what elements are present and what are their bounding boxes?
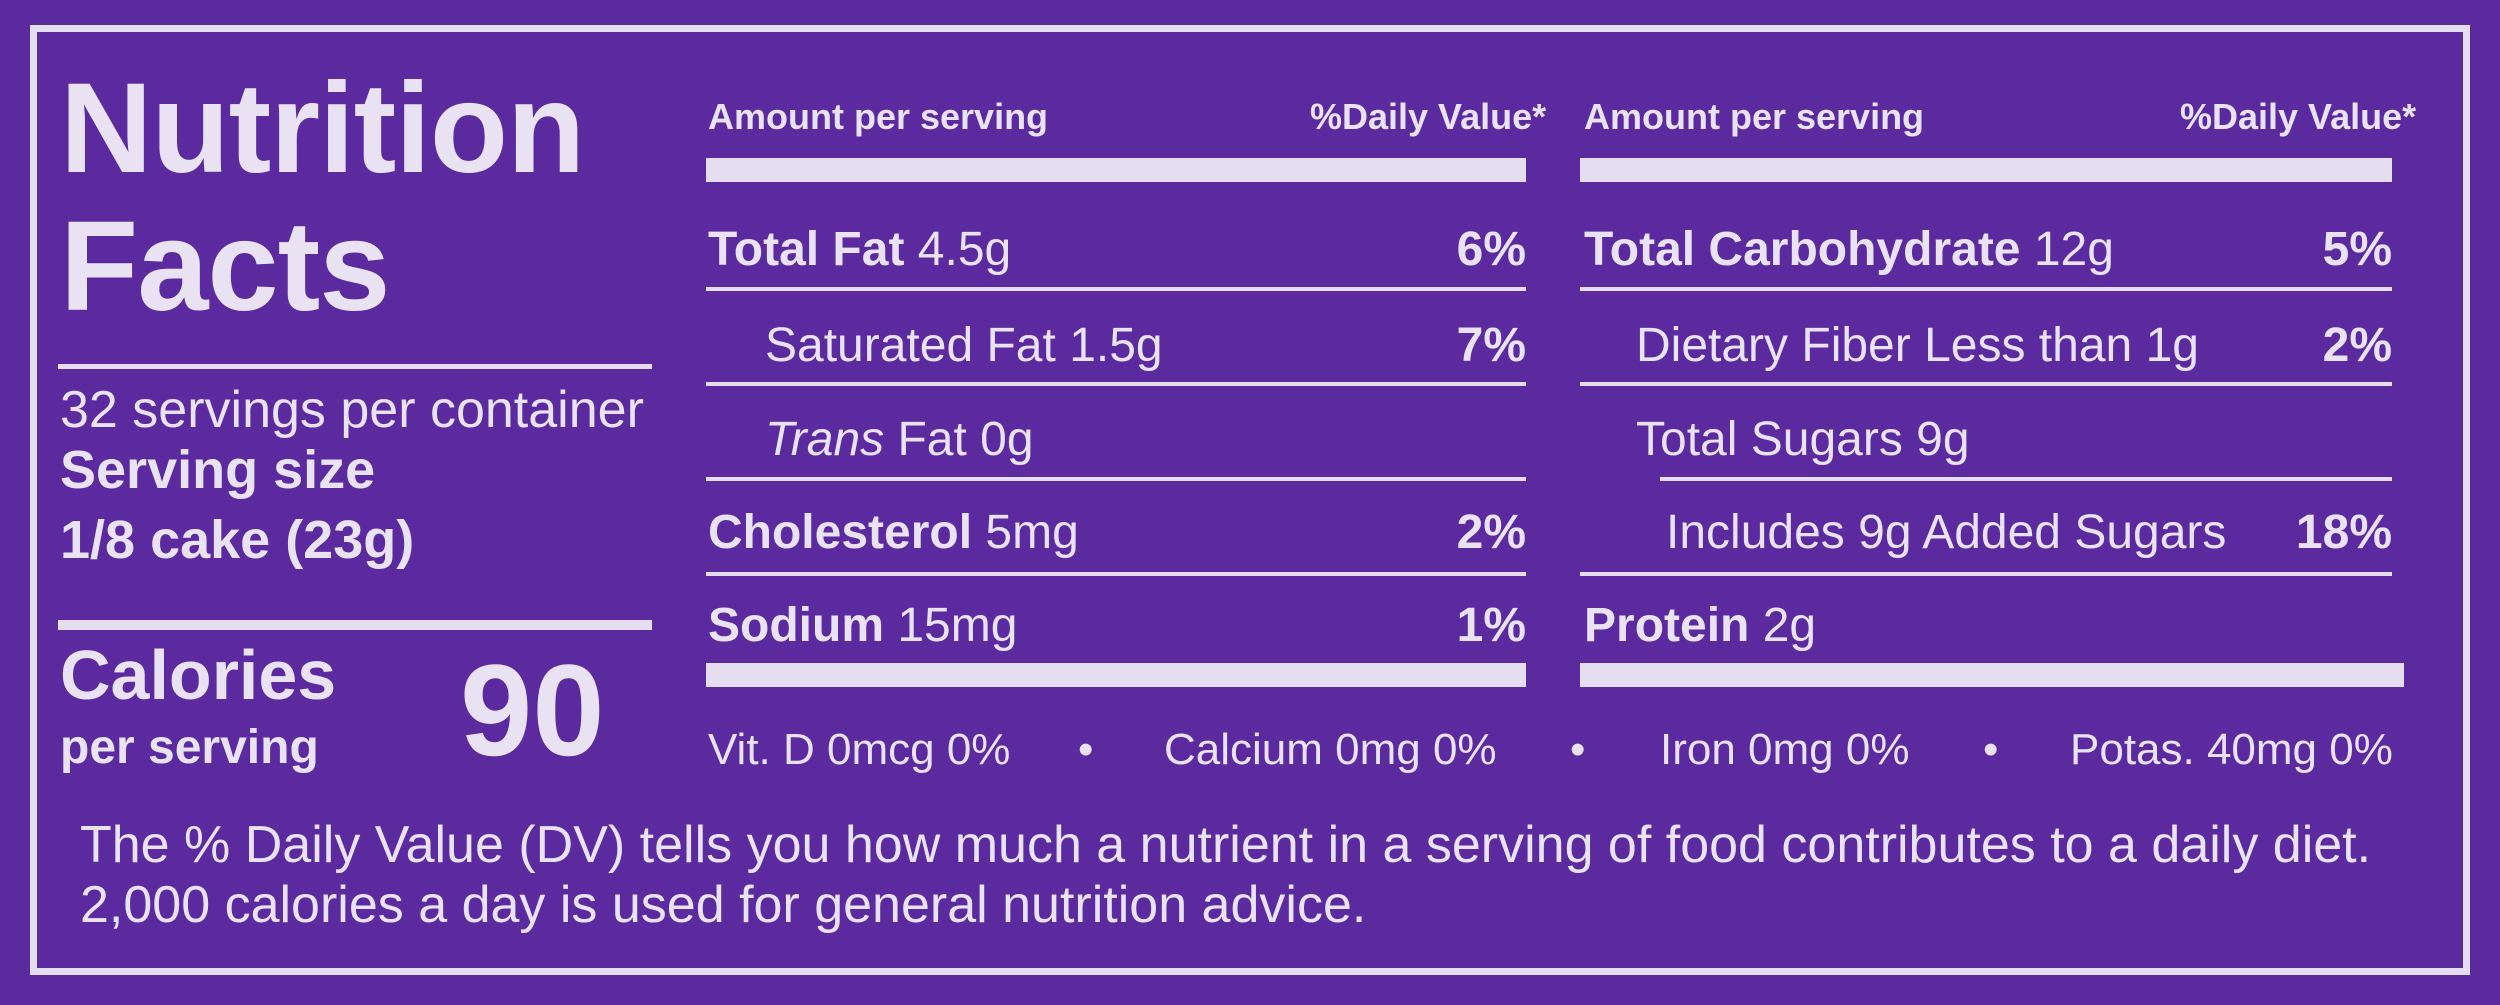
saturated-fat-amount: 1.5g	[1069, 319, 1163, 372]
daily-value-footnote: The % Daily Value (DV) tells you how muc…	[80, 816, 2372, 934]
trans-fat-name: Trans	[765, 413, 885, 466]
total-sugars-name: Total Sugars	[1636, 413, 1903, 466]
sodium-name: Sodium	[708, 599, 884, 652]
total-sugars-amount: 9g	[1916, 413, 1970, 466]
dietary-fiber-dv: 2%	[2322, 319, 2392, 372]
divider-left-1	[706, 287, 1526, 291]
calcium: Calcium 0mg 0%	[1164, 725, 1497, 774]
title-line-1: Nutrition	[60, 57, 585, 200]
nutrient-row-sodium: Sodium 15mg	[708, 598, 1017, 654]
nutrient-row-protein: Protein 2g	[1584, 598, 1816, 654]
divider-right-4	[1580, 572, 2392, 576]
nutrient-row-saturated-fat: Saturated Fat 1.5g	[765, 318, 1163, 374]
total-carbohydrate-dv: 5%	[2322, 223, 2392, 276]
nutrient-row-trans-fat: Trans Fat 0g	[765, 412, 1034, 468]
divider-right-1	[1580, 287, 2392, 291]
total-fat-dv: 6%	[1456, 223, 1526, 276]
total-fat-name: Total Fat	[708, 223, 905, 276]
divider-right-2	[1580, 382, 2392, 386]
protein-amount: 2g	[1762, 599, 1817, 652]
nutrition-facts-panel	[30, 25, 2470, 975]
nutrient-row-total-sugars: Total Sugars 9g	[1636, 412, 1970, 468]
right-dv-header: %Daily Value*	[2180, 96, 2417, 137]
nutrient-row-dietary-fiber: Dietary Fiber Less than 1g	[1636, 318, 2199, 374]
cholesterol-dv: 2%	[1456, 506, 1526, 559]
calories-sub-label: per serving	[60, 721, 319, 774]
label-title: Nutrition Facts	[60, 60, 660, 336]
added-sugars-dv: 18%	[2295, 506, 2392, 559]
total-carbohydrate-name: Total Carbohydrate	[1584, 223, 2021, 276]
vitamin-d: Vit. D 0mcg 0%	[708, 725, 1011, 774]
cholesterol-amount: 5mg	[985, 506, 1079, 559]
nutrient-row-total-fat: Total Fat 4.5g	[708, 222, 1011, 278]
separator-dot-3: •	[1983, 725, 1999, 774]
calories-value: 90	[460, 637, 605, 783]
right-thick-bar-top	[1580, 158, 2392, 182]
left-dv-header: %Daily Value*	[1310, 96, 1547, 137]
separator-dot-1: •	[1078, 725, 1094, 774]
iron: Iron 0mg 0%	[1660, 725, 1910, 774]
divider-title	[58, 364, 652, 369]
total-fat-amount: 4.5g	[917, 223, 1012, 276]
divider-left-3	[706, 477, 1526, 481]
divider-right-3	[1660, 477, 2392, 481]
serving-size-label: Serving size	[60, 440, 376, 500]
added-sugars-name: Includes 9g Added Sugars	[1666, 506, 2227, 559]
separator-dot-2: •	[1570, 725, 1586, 774]
protein-name: Protein	[1584, 599, 1750, 652]
trans-fat-amount: Fat 0g	[897, 413, 1034, 466]
left-thick-bar-bottom	[706, 663, 1526, 687]
nutrient-row-added-sugars: Includes 9g Added Sugars	[1666, 505, 2226, 561]
divider-serving	[58, 620, 652, 630]
left-amount-header: Amount per serving	[708, 96, 1049, 137]
saturated-fat-name: Saturated Fat	[765, 319, 1056, 372]
divider-left-2	[706, 382, 1526, 386]
right-thick-bar-bottom	[1580, 663, 2404, 687]
right-amount-header: Amount per serving	[1584, 96, 1925, 137]
potassium: Potas. 40mg 0%	[2070, 725, 2393, 774]
calories-label: Calories	[60, 636, 337, 714]
dietary-fiber-name: Dietary Fiber Less than	[1636, 319, 2133, 372]
serving-size-value: 1/8 cake (23g)	[60, 510, 415, 570]
title-line-2: Facts	[60, 195, 390, 338]
cholesterol-name: Cholesterol	[708, 506, 973, 559]
nutrient-row-cholesterol: Cholesterol 5mg	[708, 505, 1079, 561]
servings-per-container: 32 servings per container	[60, 381, 644, 439]
sodium-dv: 1%	[1456, 599, 1526, 652]
nutrient-row-total-carbohydrate: Total Carbohydrate 12g	[1584, 222, 2114, 278]
sodium-amount: 15mg	[897, 599, 1018, 652]
dietary-fiber-amount: 1g	[2145, 319, 2199, 372]
divider-left-4	[706, 572, 1526, 576]
total-carbohydrate-amount: 12g	[2033, 223, 2114, 276]
left-thick-bar-top	[706, 158, 1526, 182]
saturated-fat-dv: 7%	[1456, 319, 1526, 372]
